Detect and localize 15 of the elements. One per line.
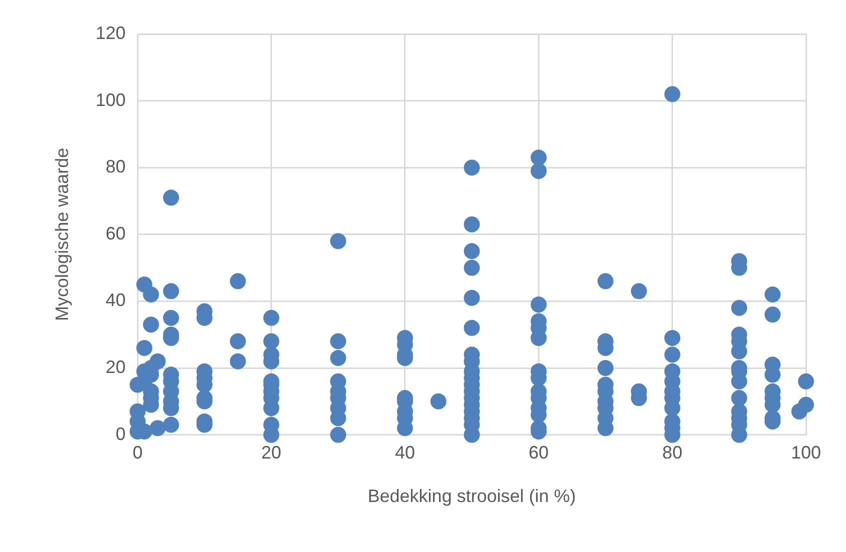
x-tick-label: 0	[132, 442, 143, 463]
y-tick-label: 40	[106, 290, 126, 310]
x-tick-label: 80	[662, 442, 682, 463]
y-axis-title: Mycologische waarde	[52, 148, 72, 321]
x-axis-title: Bedekking strooisel (in %)	[368, 486, 576, 506]
x-tick-label: 20	[261, 442, 282, 463]
x-tick-label: 60	[528, 442, 549, 463]
x-tick-label: 40	[394, 442, 415, 463]
y-tick-label: 100	[96, 90, 126, 110]
y-tick-label: 60	[106, 223, 126, 244]
x-tick-label: 100	[790, 442, 822, 463]
y-tick-label: 80	[106, 156, 126, 177]
y-tick-label: 0	[116, 424, 126, 444]
y-tick-label: 120	[96, 22, 126, 43]
y-tick-label: 20	[106, 356, 126, 377]
